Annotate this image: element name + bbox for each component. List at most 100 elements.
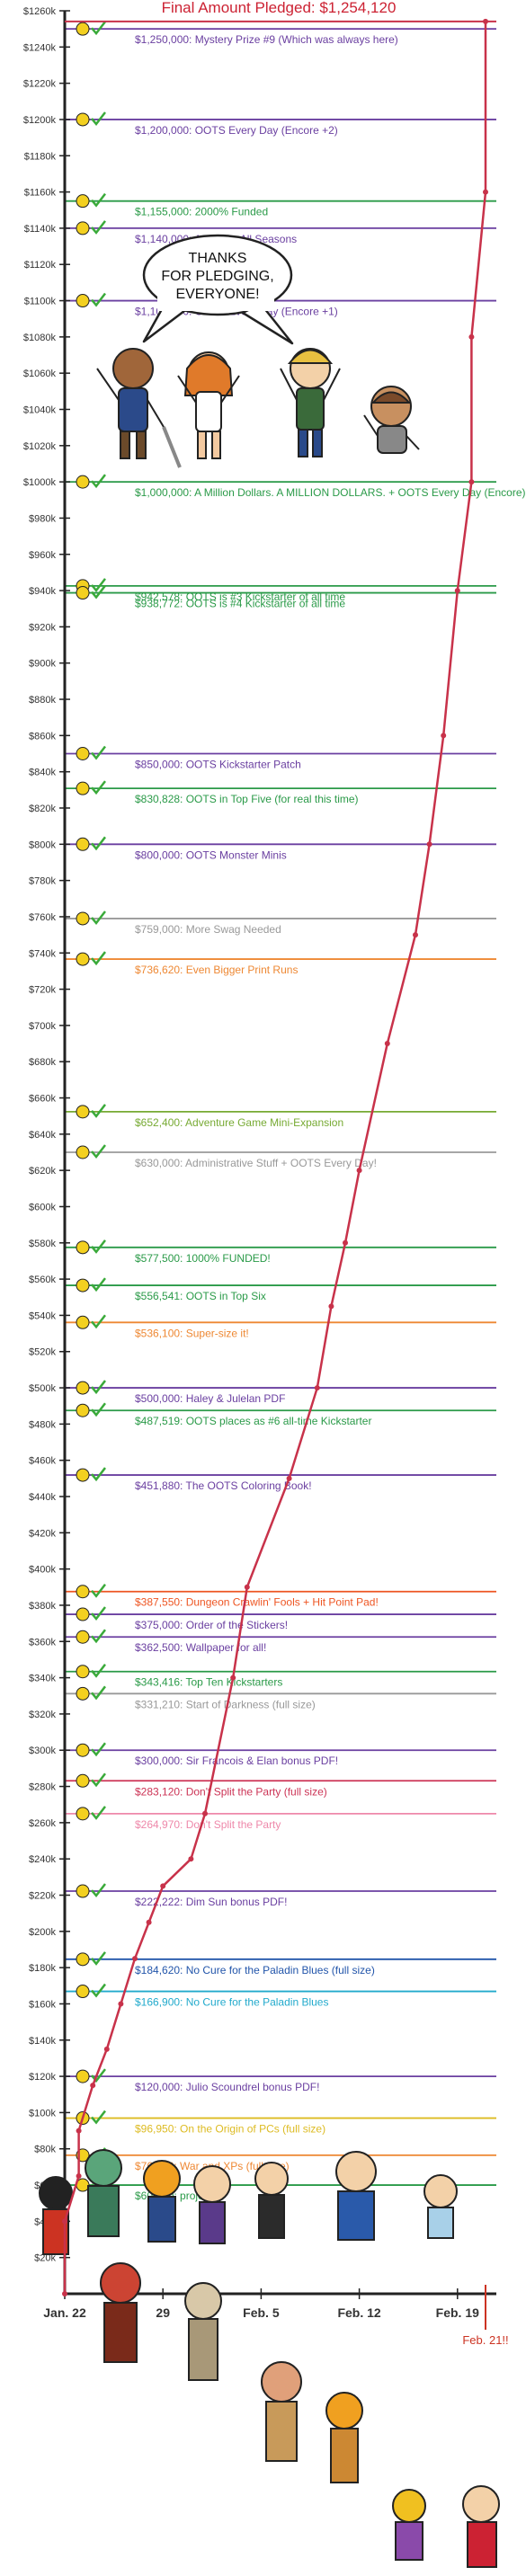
data-point [230,1674,236,1681]
smiley-icon [76,1403,90,1417]
y-tick-label: $640k [29,1130,56,1141]
y-tick-label: $140k [29,2036,56,2047]
characters-bottom [39,2149,500,2568]
data-point [468,479,475,485]
data-point [343,1239,348,1246]
character-11 [325,2392,363,2483]
milestone-label: $184,620: No Cure for the Paladin Blues … [135,1964,375,1976]
check-icon [91,1772,106,1788]
character-fighter [96,348,182,468]
milestone-label: $1,250,000: Mystery Prize #9 (Which was … [135,33,398,46]
character-9 [184,2282,222,2381]
y-tick-label: $300k [29,1745,56,1756]
data-point [413,932,418,938]
smiley-icon [76,1884,90,1898]
y-tick-label: $820k [29,804,56,814]
character-10 [261,2361,302,2462]
data-point [454,588,460,594]
smiley-icon [76,952,90,966]
milestone-label: $300,000: Sir Francois & Elan bonus PDF! [135,1754,338,1767]
bubble-line-2: FOR PLEDGING, [161,269,273,284]
check-icon [91,2068,106,2083]
milestone-label: $736,620: Even Bigger Print Runs [135,964,298,976]
data-point [132,1956,138,1962]
smiley-icon [76,1743,90,1757]
y-tick-label: $520k [29,1347,56,1358]
y-tick-label: $960k [29,550,56,561]
y-tick-label: $160k [29,1999,56,2010]
check-icon [91,1806,106,1820]
y-tick-label: $400k [29,1565,56,1576]
data-point [76,2172,82,2179]
y-tick-label: $20k [34,2253,56,2264]
check-icon [91,1104,106,1118]
check-icon [91,1951,106,1966]
smiley-icon [76,1607,90,1621]
check-icon [91,1239,106,1254]
y-tick-label: $540k [29,1310,56,1321]
milestone-label: $343,416: Top Ten Kickstarters [135,1676,282,1689]
milestone-label: $362,500: Wallpaper for all! [135,1641,266,1654]
check-icon [91,1742,106,1757]
data-point [62,2291,67,2296]
check-icon [91,1983,106,1998]
character-8 [100,2262,141,2363]
smiley-icon [76,221,90,235]
smiley-icon [76,837,90,851]
y-tick-label: $380k [29,1601,56,1612]
y-tick-label: $1160k [24,188,57,199]
milestone-label: $759,000: More Swag Needed [135,923,281,936]
y-tick-label: $1020k [23,441,57,452]
check-icon [91,474,106,489]
data-point [468,333,475,340]
y-tick-label: $760k [29,912,56,923]
check-icon [91,836,106,851]
data-point [62,2218,67,2225]
milestone-label: $283,120: Don't Split the Party (full si… [135,1785,327,1798]
data-point [160,1883,166,1889]
smiley-icon [76,112,90,127]
data-point [286,1475,292,1481]
y-tick-label: $220k [29,1891,56,1902]
y-tick-label: $240k [29,1854,56,1865]
smiley-icon [76,1315,90,1329]
smiley-icon [76,911,90,926]
y-tick-label: $560k [29,1275,56,1285]
smiley-icon [76,194,90,209]
smiley-icon [76,1468,90,1482]
end-date-label: Feb. 21!! [462,2333,508,2347]
y-tick-label: $1080k [23,333,57,343]
data-point [426,841,432,848]
smiley-icon [76,1381,90,1395]
y-tick-label: $1120k [24,260,57,271]
bubble-line-1: THANKS [189,251,247,266]
data-point [118,2001,124,2007]
smiley-icon [76,1585,90,1599]
y-tick-label: $200k [29,1927,56,1938]
milestone-label: $938,772: OOTS is #4 Kickstarter of all … [135,598,345,610]
check-icon [91,220,106,235]
character-7 [423,2174,458,2239]
y-tick-label: $180k [29,1963,56,1974]
cheering-characters-top [96,348,420,468]
y-tick-label: $660k [29,1094,56,1105]
smiley-icon [76,1807,90,1821]
y-tick-label: $1060k [23,369,57,379]
series-line [63,21,487,2294]
data-point [90,2083,96,2089]
milestone-label: $850,000: OOTS Kickstarter Patch [135,759,301,771]
data-point [328,1303,334,1310]
y-tick-label: $620k [29,1166,56,1177]
character-4 [193,2165,231,2244]
milestone-label: $222,222: Dim Sun bonus PDF! [135,1896,287,1908]
data-point [76,2127,82,2134]
x-tick-label: 29 [156,2305,170,2320]
character-6 [335,2151,377,2241]
milestone-label: $331,210: Start of Darkness (full size) [135,1698,316,1710]
smiley-icon [76,747,90,761]
check-icon [91,1467,106,1482]
smiley-icon [76,1985,90,1999]
character-durkon [363,386,420,454]
y-tick-label: $500k [29,1383,56,1394]
milestone-label: $800,000: OOTS Monster Minis [135,848,287,861]
